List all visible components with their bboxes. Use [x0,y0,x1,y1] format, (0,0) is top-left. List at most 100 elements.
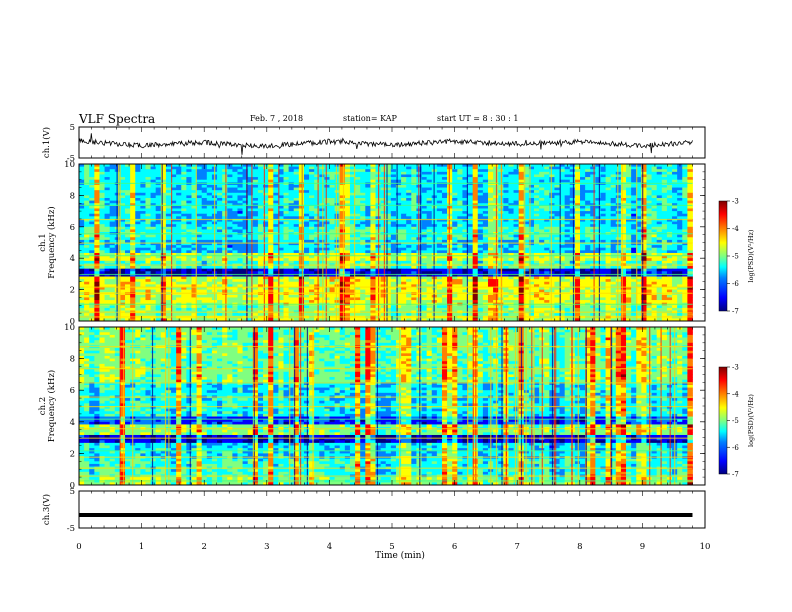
spectrogram-cell [641,169,647,173]
spectrogram-cell [564,174,571,178]
spectrogram-cell [217,245,223,249]
spectrogram-cell [666,174,673,178]
spectrogram-cell [487,171,494,175]
spectrogram-cell [513,218,520,222]
spectrogram-cell [395,224,402,228]
spectrogram-cell [293,198,300,202]
spectrogram-cell [626,226,632,230]
spectrogram-cell [687,268,693,272]
spectrogram-cell [217,266,223,270]
spectrogram-cell [380,190,387,194]
spectrogram-cell [242,205,249,209]
spectrogram-cell [165,177,172,181]
spectrogram-cell [242,252,249,256]
spectrogram-cell [365,218,371,222]
spectrogram-cell [595,239,601,243]
spectrogram-cell [283,211,289,215]
spectrogram-cell [252,255,259,259]
spectrogram-cell [145,192,151,196]
spectrogram-cell [554,184,560,188]
spectrogram-cell [421,213,428,217]
spectrogram-cell [585,213,591,217]
spectrogram-cell [380,171,387,175]
spectrogram-cell [513,200,520,204]
spectrogram-cell [309,271,315,275]
spectrogram-cell [462,164,468,168]
spectrogram-cell [631,169,637,173]
spectrogram-cell [672,200,678,204]
spectrogram-cell [672,166,678,170]
spectrogram-cell [191,166,197,170]
spectrogram-cell [309,171,315,175]
spectrogram-cell [99,166,105,170]
spectrogram-cell [176,271,182,275]
spectrogram-cell [626,205,632,209]
spectrogram-cell [590,208,596,212]
spectrogram-cell [349,190,356,194]
spectrogram-cell [580,245,586,249]
spectrogram-cell [109,203,116,207]
spectrogram-cell [677,203,683,207]
spectrogram-cell [636,211,642,215]
spectrogram-cell [687,234,693,238]
spectrogram-cell [620,258,627,262]
spectrogram-cell [687,213,693,217]
spectrogram-cell [482,179,489,183]
spectrogram-cell [646,245,652,249]
spectrogram-cell [201,177,208,181]
spectrogram-cell [426,234,433,238]
spectrogram-cell [646,177,652,181]
spectrogram-cell [528,195,535,199]
spectrogram-cell [360,187,366,191]
spectrogram-cell [339,239,346,243]
spectrogram-cell [119,255,126,259]
spectrogram-cell [569,255,576,259]
spectrogram-cell [283,229,289,233]
spectrogram-cell [181,271,187,275]
spectrogram-cell [303,203,310,207]
spectrogram-cell [263,208,269,212]
spectrogram-cell [518,171,525,175]
spectrogram-cell [631,198,637,202]
spectrogram-cell [171,224,177,228]
spectrogram-cell [677,184,683,188]
spectrogram-cell [569,247,576,251]
spectrogram-cell [518,258,525,262]
spectrogram-cell [201,239,208,243]
spectrogram-cell [380,242,387,246]
spectrogram-cell [319,237,325,241]
spectrogram-cell [176,190,182,194]
spectrogram-cell [176,198,182,202]
spectrogram-cell [181,169,187,173]
spectrogram-cell [196,268,203,272]
spectrogram-cell [355,224,361,228]
spectrogram-cell [641,226,647,230]
spectrogram-cell [513,229,520,233]
spectrogram-cell [232,242,238,246]
spectrogram-cell [99,226,105,230]
spectrogram-cell [487,252,494,256]
spectrogram-cell [257,179,264,183]
spectrogram-cell [252,200,259,204]
spectrogram-cell [406,203,412,207]
spectrogram-cell [631,268,637,272]
spectrogram-cell [309,255,315,259]
spectrogram-cell [288,169,295,173]
spectrogram-cell [610,229,617,233]
spectrogram-cell [84,268,90,272]
spectrogram-cell [288,221,295,225]
spectrogram-cell [580,166,586,170]
spectrogram-cell [273,229,279,233]
spectrogram-cell [360,229,366,233]
spectrogram-cell [355,247,361,251]
spectrogram-cell [503,216,509,220]
spectrogram-cell [227,266,233,270]
spectrogram-cell [677,260,683,264]
spectrogram-cell [314,169,320,173]
spectrogram-cell [651,200,658,204]
spectrogram-cell [554,252,560,256]
spectrogram-cell [329,250,336,254]
spectrogram-cell [544,213,550,217]
spectrogram-cell [590,258,596,262]
spectrogram-cell [569,177,576,181]
